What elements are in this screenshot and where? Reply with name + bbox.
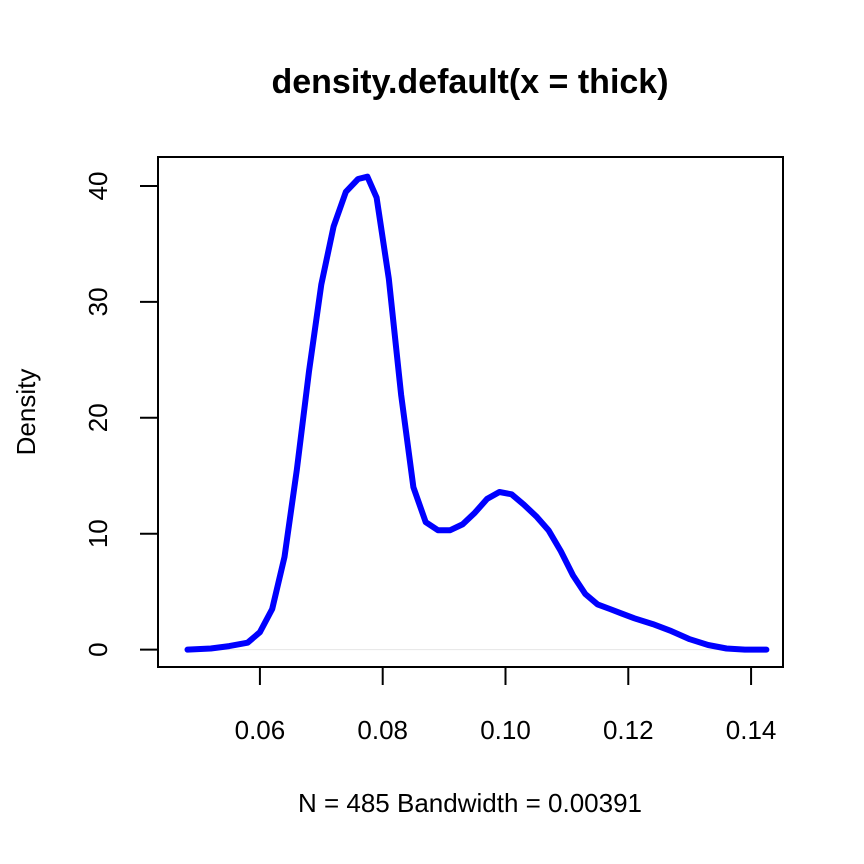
chart-title: density.default(x = thick) [271,63,668,101]
density-line [184,173,770,653]
y-axis-label: Density [11,369,41,456]
y-tick-label: 20 [83,403,113,432]
plot-frame [157,156,784,668]
x-tick-label: 0.14 [726,715,777,745]
y-tick-label: 0 [83,642,113,656]
y-tick-label: 40 [83,172,113,201]
x-axis-label: N = 485 Bandwidth = 0.00391 [298,788,642,818]
y-tick-label: 10 [83,519,113,548]
x-tick-label: 0.06 [235,715,286,745]
y-axis: 0 10 20 30 40 [83,172,159,657]
x-tick-label: 0.12 [603,715,654,745]
x-axis: 0.06 0.08 0.10 0.12 0.14 [235,666,777,745]
x-tick-label: 0.10 [480,715,531,745]
x-tick-label: 0.08 [357,715,408,745]
density-curve [184,173,770,653]
y-tick-label: 30 [83,287,113,316]
